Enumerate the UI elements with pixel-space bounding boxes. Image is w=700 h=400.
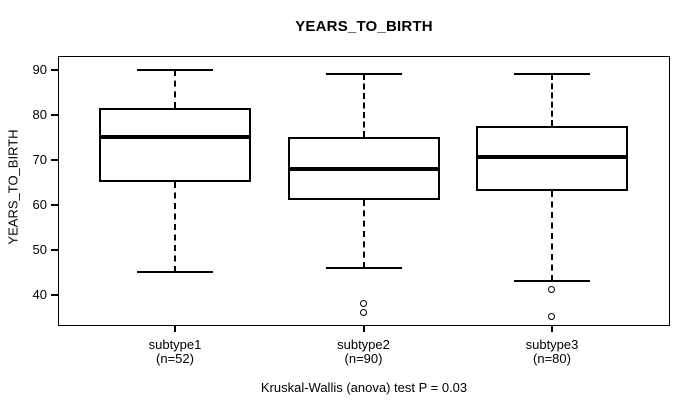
y-tick-mark	[51, 293, 58, 296]
median-line	[287, 166, 440, 171]
outlier-point	[548, 313, 555, 320]
outlier-point	[359, 308, 367, 316]
group-name-label: subtype2	[337, 337, 390, 352]
outlier-point	[359, 299, 367, 307]
y-tick-label: 60	[32, 196, 47, 212]
y-tick-mark	[51, 158, 58, 161]
x-tick-mark	[551, 326, 553, 332]
y-tick-label: 90	[32, 61, 47, 77]
y-tick-mark	[51, 68, 58, 71]
lower-whisker	[174, 182, 176, 272]
x-group-label: subtype2 (n=90)	[294, 338, 434, 366]
y-tick-label: 50	[32, 241, 47, 257]
y-tick-label: 70	[32, 151, 47, 167]
y-tick-mark	[51, 248, 58, 251]
lower-whisker-cap	[325, 266, 402, 269]
lower-whisker-cap	[514, 280, 590, 282]
y-axis-title: YEARS_TO_BIRTH	[5, 129, 21, 245]
upper-whisker-cap	[325, 73, 402, 75]
upper-whisker	[174, 69, 176, 108]
group-name-label: subtype3	[525, 337, 579, 352]
y-tick-label: 80	[32, 106, 47, 122]
upper-whisker-cap	[137, 68, 213, 71]
lower-whisker-cap	[137, 271, 213, 273]
chart-title: YEARS_TO_BIRTH	[295, 18, 433, 35]
upper-whisker	[362, 74, 365, 137]
y-tick-label: 40	[32, 286, 47, 302]
group-n-label: (n=52)	[156, 351, 194, 366]
group-n-label: (n=80)	[533, 351, 571, 366]
median-line	[99, 135, 251, 139]
x-group-label: subtype1 (n=52)	[105, 338, 245, 366]
x-tick-mark	[174, 326, 176, 332]
upper-whisker	[551, 74, 553, 126]
x-group-label: subtype3 (n=80)	[482, 338, 622, 366]
y-tick-mark	[51, 113, 58, 116]
lower-whisker	[362, 200, 365, 268]
iqr-box	[99, 107, 251, 182]
y-tick-mark	[51, 203, 58, 206]
stat-test-caption: Kruskal-Wallis (anova) test P = 0.03	[260, 380, 468, 395]
upper-whisker-cap	[514, 73, 590, 75]
group-n-label: (n=90)	[344, 351, 383, 366]
outlier-point	[548, 286, 555, 293]
lower-whisker	[551, 191, 553, 281]
group-name-label: subtype1	[148, 337, 202, 352]
x-tick-mark	[362, 326, 365, 332]
median-line	[476, 155, 628, 160]
